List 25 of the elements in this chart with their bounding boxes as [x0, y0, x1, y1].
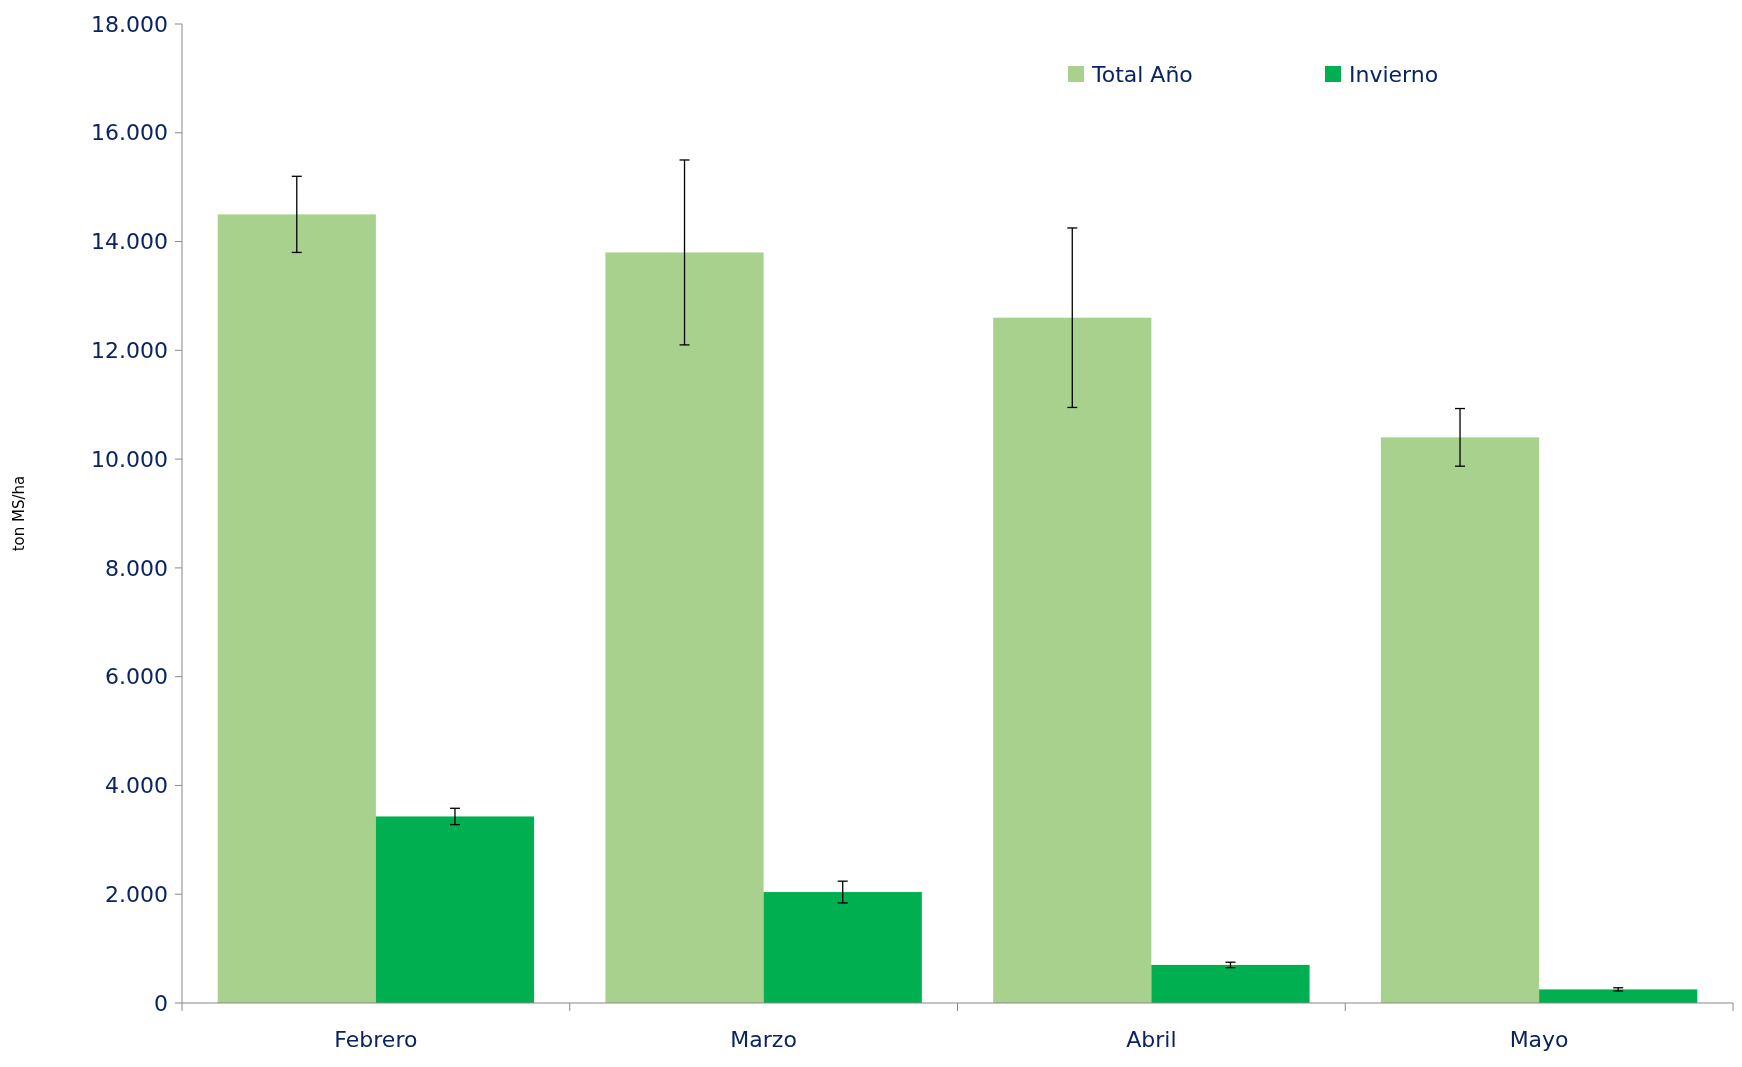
y-tick-label: 6.000 — [105, 664, 168, 690]
x-tick-label: Marzo — [730, 1027, 797, 1052]
y-tick-label: 10.000 — [91, 446, 168, 472]
bar — [1380, 437, 1540, 1003]
bar — [763, 892, 922, 1003]
y-axis-title: ton MS/ha — [10, 475, 28, 552]
bar — [375, 816, 535, 1003]
y-tick-label: 2.000 — [105, 881, 168, 907]
bar — [605, 252, 764, 1003]
bar — [993, 317, 1152, 1003]
y-tick-label: 16.000 — [91, 120, 168, 146]
legend-label: Total Año — [1091, 61, 1193, 87]
x-tick-label: Febrero — [334, 1027, 418, 1052]
y-tick-label: 18.000 — [91, 11, 168, 37]
bar — [1539, 989, 1698, 1003]
y-tick-label: 0 — [154, 990, 168, 1016]
bar — [217, 214, 376, 1003]
y-tick-label: 8.000 — [105, 555, 168, 581]
x-tick-label: Abril — [1126, 1027, 1177, 1052]
bar — [1151, 964, 1310, 1003]
y-tick-label: 12.000 — [91, 338, 168, 364]
legend-label: Invierno — [1349, 61, 1439, 87]
y-tick-label: 4.000 — [105, 773, 168, 799]
y-tick-label: 14.000 — [91, 229, 168, 255]
x-tick-label: Mayo — [1509, 1027, 1569, 1052]
